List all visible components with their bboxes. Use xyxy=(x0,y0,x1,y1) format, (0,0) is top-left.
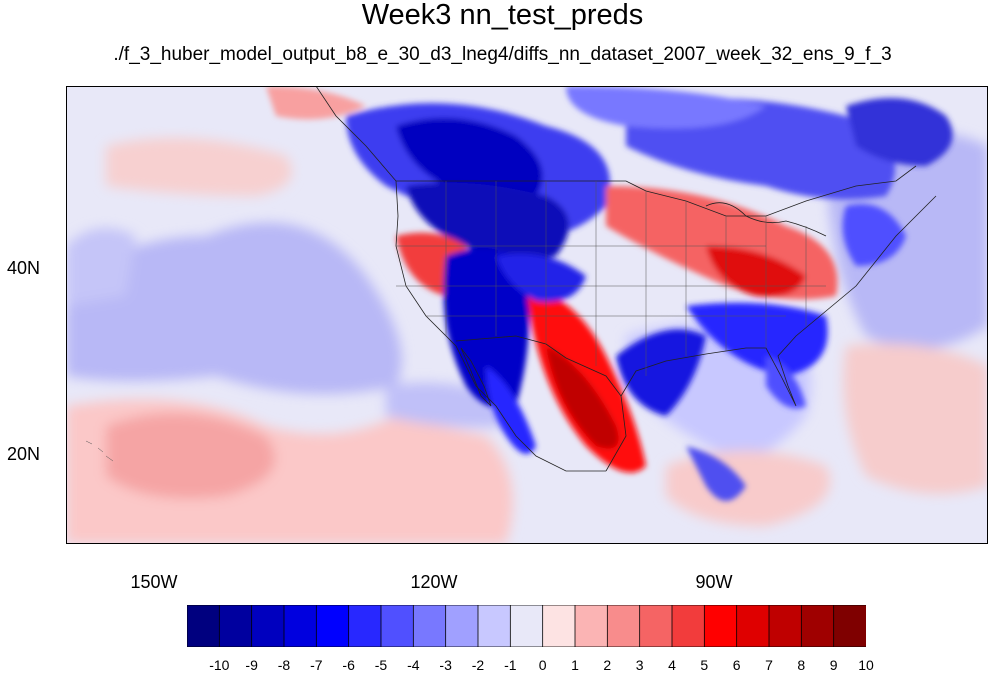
southeast-blue xyxy=(686,302,828,376)
alaska-red xyxy=(266,86,366,120)
mexico-red-core xyxy=(546,346,619,449)
colorbar-swatch xyxy=(348,605,382,647)
colorbar-label: -8 xyxy=(277,657,291,673)
canada-blue-core xyxy=(396,118,543,200)
hawaii-islands xyxy=(85,440,114,462)
pacific-blue-band xyxy=(66,222,402,394)
colorbar-label: 5 xyxy=(700,657,709,673)
baja-outline xyxy=(460,347,492,407)
colorbar-label: 10 xyxy=(858,657,874,673)
colorbar-label: -2 xyxy=(471,657,485,673)
lat-label-40n: 40N xyxy=(6,258,40,278)
colorbar-label: -10 xyxy=(209,657,230,673)
gulf-coast-line xyxy=(605,195,937,472)
northwest-blue xyxy=(406,182,569,260)
map-frame xyxy=(66,86,988,544)
lon-label-90w: 90W xyxy=(695,572,733,592)
northeast-blue xyxy=(842,204,906,266)
colorbar-label: 8 xyxy=(797,657,806,673)
chart-title: Week3 nn_test_preds xyxy=(361,0,644,31)
north-pacific-red xyxy=(106,138,292,196)
colorbar-label: 6 xyxy=(732,657,741,673)
colorbar-swatch xyxy=(736,605,770,647)
colorbar-swatch xyxy=(671,605,706,647)
chart-subtitle: ./f_3_huber_model_output_b8_e_30_d3_lneg… xyxy=(113,44,892,65)
colorbar-label: 0 xyxy=(538,657,547,673)
colorbar-label: 9 xyxy=(829,657,838,673)
colorbar-label: -6 xyxy=(342,657,355,673)
west-pacific-blue xyxy=(66,228,136,306)
colorbar-swatch xyxy=(606,605,641,647)
atlantic-red xyxy=(843,343,988,494)
colorbar-swatch xyxy=(445,605,479,647)
colorbar-label: -1 xyxy=(504,657,517,673)
plains-blue xyxy=(496,253,586,302)
great-basin-blue xyxy=(443,248,530,409)
hawaii-red xyxy=(106,413,275,499)
colorbar-swatch xyxy=(218,605,253,647)
colorbar-label: -4 xyxy=(407,657,420,673)
colorbar-label: -5 xyxy=(374,657,388,673)
colorbar-label: 4 xyxy=(668,657,676,673)
colorbar-swatch xyxy=(800,605,835,647)
colorbar-label: 3 xyxy=(635,657,644,673)
north-blue-band xyxy=(566,86,766,129)
state-lines xyxy=(396,181,826,376)
colorbar-swatch xyxy=(509,605,544,647)
colorbar-label: -7 xyxy=(310,657,323,673)
colorbar-swatch xyxy=(477,605,512,647)
colorbar-swatch xyxy=(315,605,350,647)
lon-label-150w: 150W xyxy=(130,572,178,592)
colorbar-label: -3 xyxy=(439,657,452,673)
colorbar-swatch xyxy=(187,605,221,647)
lon-label-120w: 120W xyxy=(410,572,458,592)
colorbar-label: 7 xyxy=(765,657,773,673)
colorbar-label: 2 xyxy=(603,657,612,673)
colorbar-swatch xyxy=(768,605,803,647)
midwest-red-core xyxy=(706,246,806,297)
colorbar-swatch xyxy=(251,605,285,647)
colorbar-swatch xyxy=(283,605,318,647)
east-canada-core xyxy=(846,98,953,166)
colorbar-swatch xyxy=(380,605,415,647)
colorbar-swatch xyxy=(574,605,609,647)
colorbar-swatch xyxy=(412,605,447,647)
anomaly-map xyxy=(66,86,988,544)
colorbar-label: 1 xyxy=(571,657,579,673)
colorbar-swatch xyxy=(542,605,576,647)
colorbar-swatch xyxy=(703,605,738,647)
us-mexico-border xyxy=(455,335,622,397)
caribbean-blue xyxy=(686,446,746,501)
florida-blue xyxy=(766,356,806,409)
colorbar-swatch xyxy=(833,605,866,647)
texas-blue xyxy=(616,329,706,416)
lat-label-20n: 20N xyxy=(6,444,40,464)
colorbar xyxy=(187,605,866,647)
colorbar-swatch xyxy=(639,605,673,647)
baja-blue xyxy=(486,366,536,454)
colorbar-label: -9 xyxy=(245,657,258,673)
